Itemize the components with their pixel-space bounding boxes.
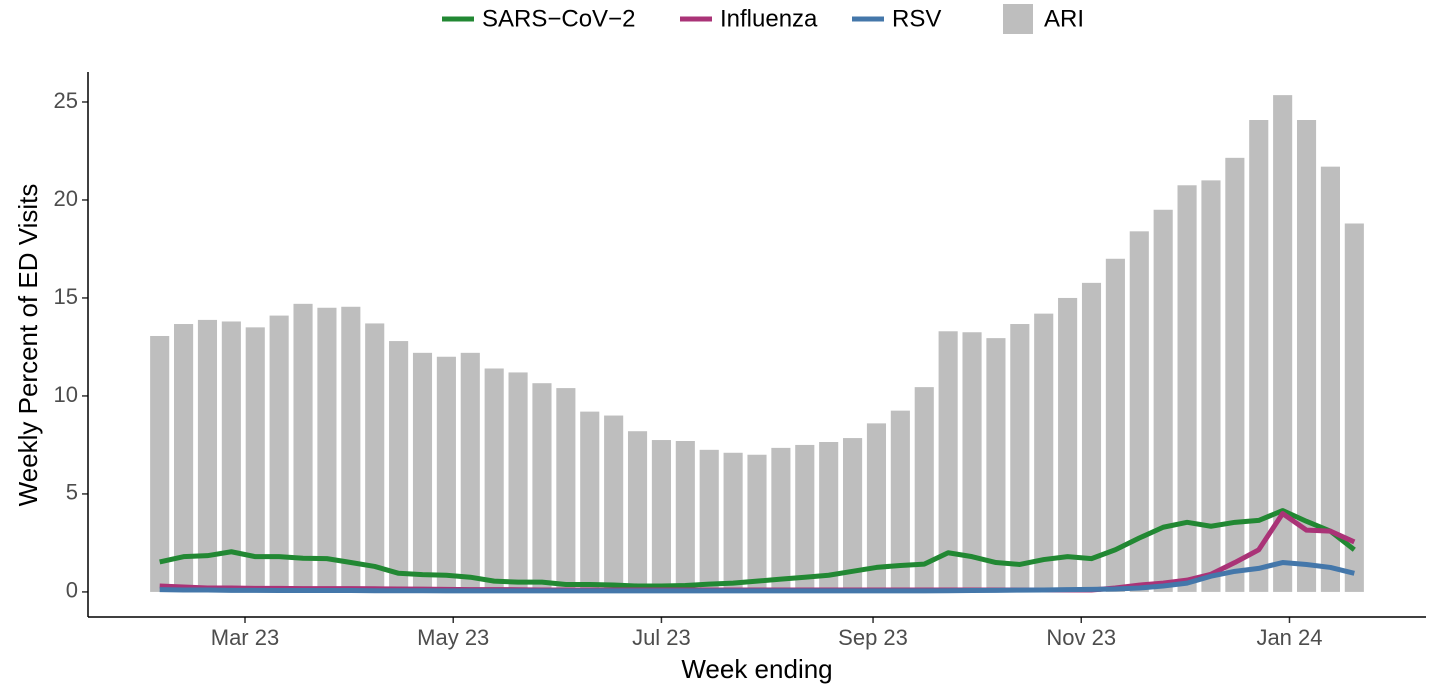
bar: [1010, 324, 1030, 592]
bar: [1129, 231, 1149, 592]
bar: [580, 411, 600, 592]
y-tick-label: 25: [54, 88, 78, 113]
bar: [436, 356, 456, 592]
legend-swatch: [1003, 4, 1033, 34]
bar: [556, 388, 576, 592]
x-tick-label: Jan 24: [1256, 625, 1322, 650]
y-tick-label: 0: [66, 578, 78, 603]
bar: [221, 321, 241, 592]
bar: [843, 438, 863, 592]
y-tick-label: 10: [54, 382, 78, 407]
legend-label: Influenza: [720, 5, 818, 32]
bar: [1177, 185, 1197, 592]
bar: [1296, 120, 1317, 592]
bar: [365, 323, 385, 592]
legend-label: SARS−CoV−2: [482, 5, 635, 32]
bar: [604, 415, 624, 592]
bar: [1320, 166, 1340, 592]
bar: [771, 447, 791, 592]
bar: [890, 410, 910, 592]
bar: [1153, 209, 1173, 592]
bar: [938, 331, 958, 592]
legend-label: ARI: [1044, 5, 1084, 32]
bar: [1249, 120, 1269, 592]
bar: [627, 431, 648, 592]
bar: [1105, 258, 1125, 592]
bar: [174, 324, 194, 592]
bar: [412, 352, 433, 592]
bar: [914, 387, 934, 592]
bar: [1225, 157, 1245, 592]
x-axis-title: Week ending: [681, 654, 832, 684]
bar: [484, 368, 504, 592]
y-tick-label: 20: [54, 186, 78, 211]
bar: [651, 440, 671, 592]
x-tick-label: May 23: [417, 625, 489, 650]
bar: [317, 307, 337, 592]
bar: [866, 423, 887, 592]
bar: [1273, 95, 1293, 592]
y-axis-title: Weekly Percent of ED Visits: [13, 184, 43, 507]
x-tick-label: Sep 23: [838, 625, 908, 650]
line: [159, 560, 1355, 594]
bar: [795, 444, 815, 592]
line: [159, 508, 1356, 589]
x-tick-label: Jul 23: [632, 625, 691, 650]
bar: [197, 319, 218, 592]
bar: [699, 449, 719, 592]
bar: [819, 441, 839, 592]
bar: [747, 454, 767, 592]
bar: [1034, 313, 1054, 592]
bar: [723, 452, 743, 592]
bar: [1344, 223, 1364, 592]
bar: [675, 441, 695, 592]
bar: [986, 338, 1006, 592]
bar: [508, 372, 528, 592]
bar: [341, 306, 361, 592]
bar: [293, 303, 313, 592]
bar: [1201, 180, 1221, 592]
bar: [532, 383, 552, 592]
bar: [962, 332, 982, 592]
bar: [245, 327, 265, 592]
bar: [1058, 297, 1078, 592]
legend-label: RSV: [892, 5, 941, 32]
x-tick-label: Nov 23: [1046, 625, 1116, 650]
bar: [1081, 282, 1102, 592]
bar: [389, 341, 409, 592]
y-tick-label: 5: [66, 480, 78, 505]
bar: [460, 352, 480, 592]
bar: [269, 315, 289, 592]
x-tick-label: Mar 23: [211, 625, 279, 650]
bar: [150, 335, 170, 592]
y-tick-label: 15: [54, 284, 78, 309]
